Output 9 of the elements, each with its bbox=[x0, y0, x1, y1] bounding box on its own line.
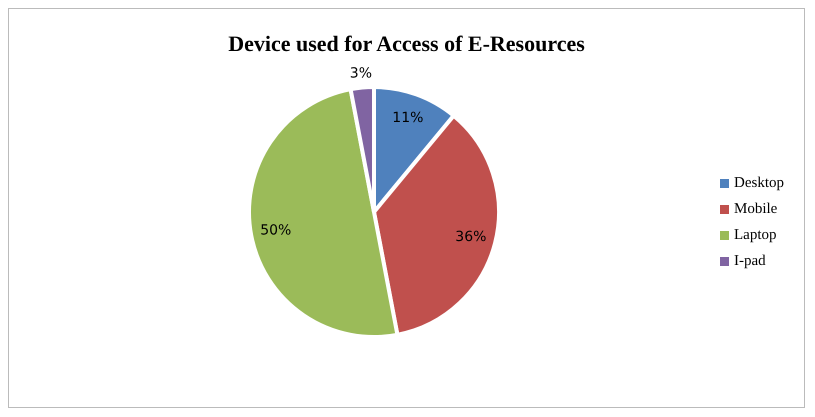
legend-label: Laptop bbox=[734, 226, 776, 245]
data-label: 50% bbox=[260, 222, 292, 239]
legend-label: Mobile bbox=[734, 200, 778, 219]
data-label: 11% bbox=[392, 110, 424, 126]
data-label: 3% bbox=[350, 66, 372, 82]
chart-title: Device used for Access of E-Resources bbox=[227, 30, 586, 57]
data-label: 36% bbox=[455, 228, 486, 245]
legend-label: Desktop bbox=[734, 174, 784, 193]
legend-label: I-pad bbox=[734, 252, 766, 271]
